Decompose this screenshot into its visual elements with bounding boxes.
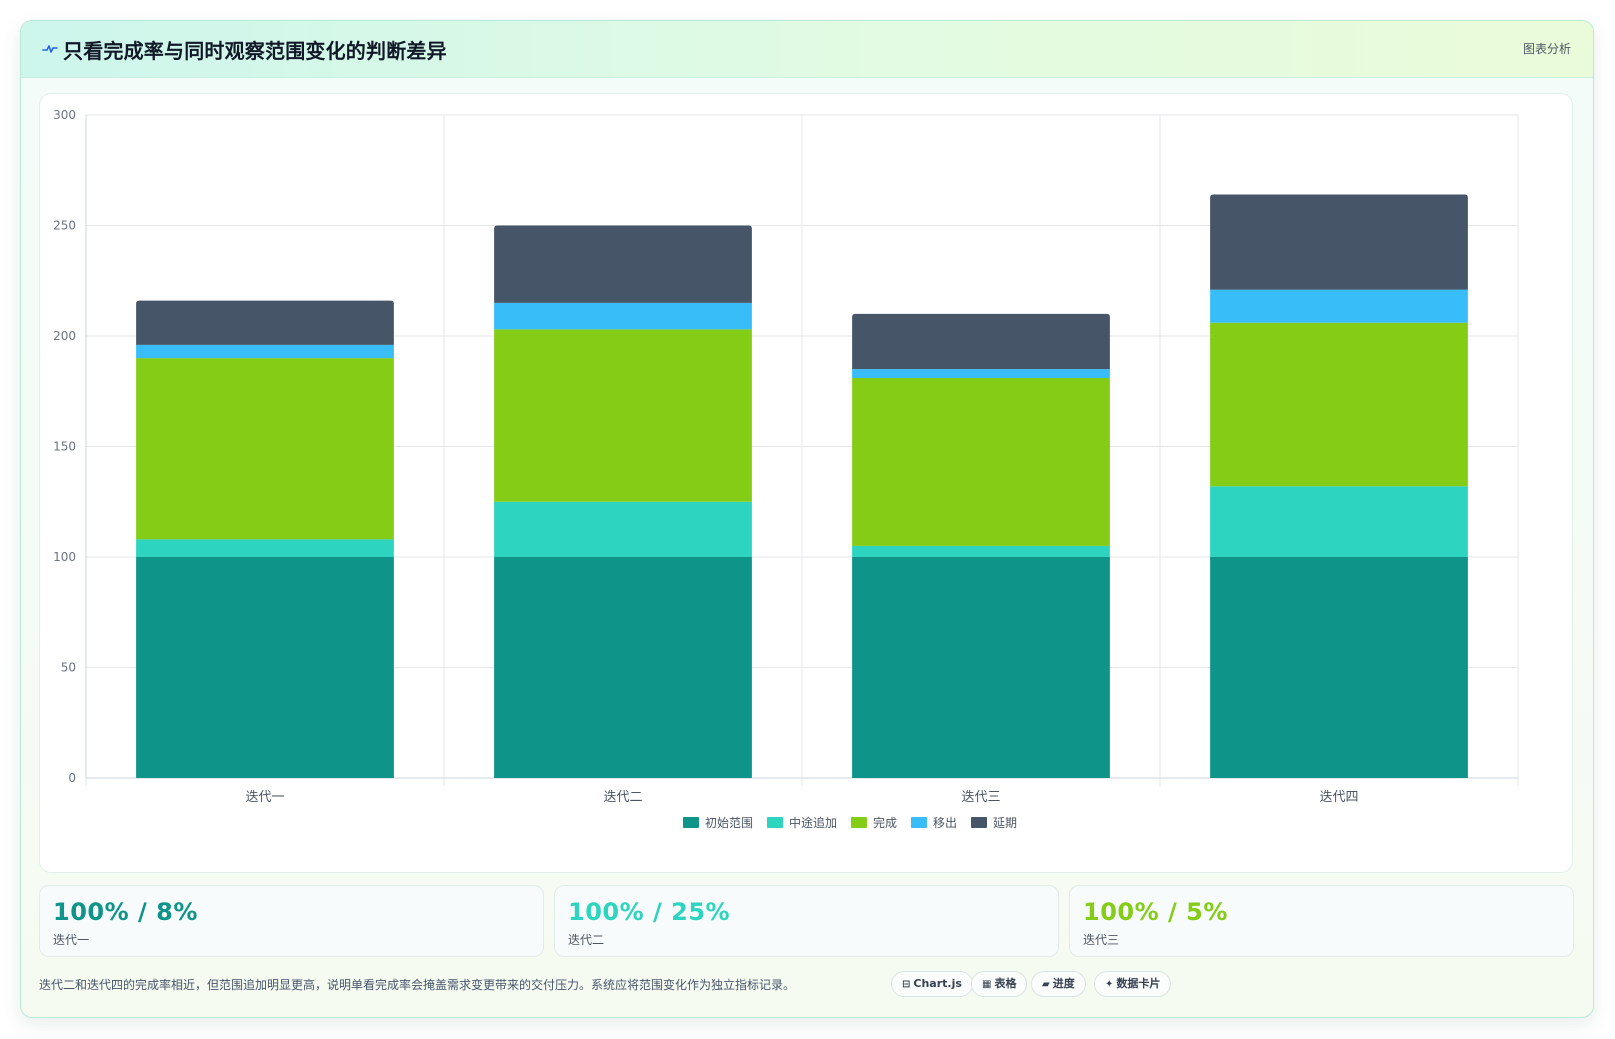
y-tick-label: 150 bbox=[53, 440, 76, 454]
legend-label: 完成 bbox=[873, 815, 897, 830]
legend-swatch bbox=[767, 817, 783, 828]
stat-label: 迭代三 bbox=[1083, 933, 1120, 947]
chip-label: 数据卡片 bbox=[1116, 977, 1161, 990]
panel-header: 只看完成率与同时观察范围变化的判断差异 图表分析 bbox=[21, 21, 1593, 78]
chart-icon: ⊟ bbox=[902, 979, 911, 990]
bar-segment bbox=[494, 302, 752, 330]
sparkle-icon: ✦ bbox=[1105, 979, 1114, 990]
y-tick-label: 300 bbox=[53, 108, 76, 122]
bar-segment bbox=[852, 557, 1110, 778]
bar-segment bbox=[1210, 289, 1468, 323]
legend-label: 中途追加 bbox=[789, 815, 837, 830]
panel-title: 只看完成率与同时观察范围变化的判断差异 bbox=[63, 39, 447, 63]
bar-segment bbox=[136, 344, 394, 359]
y-tick-label: 0 bbox=[68, 771, 76, 785]
panel-tag: 图表分析 bbox=[1522, 42, 1571, 56]
bar-segment bbox=[494, 501, 752, 557]
legend-label: 初始范围 bbox=[705, 816, 753, 830]
y-tick-label: 50 bbox=[61, 661, 76, 675]
stat-label: 迭代一 bbox=[53, 933, 90, 947]
bar-segment bbox=[136, 358, 394, 540]
stat-card-1: 100% / 8% 迭代一 bbox=[39, 885, 544, 957]
stat-value: 100% / 8% bbox=[53, 898, 198, 926]
x-tick-label: 迭代三 bbox=[961, 790, 1000, 805]
bar-segment bbox=[136, 539, 394, 557]
stat-value: 100% / 25% bbox=[568, 898, 731, 926]
pulse-icon bbox=[42, 45, 58, 53]
analysis-note: 迭代二和迭代四的完成率相近，但范围追加明显更高，说明单看完成率会掩盖需求变更带来… bbox=[39, 978, 796, 992]
bar-segment bbox=[1210, 322, 1468, 487]
bar-segment bbox=[494, 329, 752, 502]
chart-card: 0 50 100 150 200 250 300 迭代一 迭代二 迭代三 迭代四初始范围 中途追加 完成… bbox=[39, 93, 1573, 873]
x-tick-label: 迭代四 bbox=[1319, 790, 1358, 805]
stat-card-3: 100% / 5% 迭代三 bbox=[1069, 885, 1574, 957]
y-tick-label: 100 bbox=[53, 550, 76, 564]
legend-swatch bbox=[683, 817, 699, 828]
progress-icon: ▰ bbox=[1042, 979, 1050, 990]
legend-label: 移出 bbox=[933, 816, 957, 830]
chip-chartjs[interactable]: ⊟ Chart.js bbox=[891, 971, 973, 997]
bar-segment bbox=[1210, 486, 1468, 557]
x-tick-label: 迭代二 bbox=[603, 790, 642, 805]
chip-data-card[interactable]: ✦ 数据卡片 bbox=[1094, 971, 1172, 997]
y-tick-label: 200 bbox=[53, 329, 76, 343]
chip-progress[interactable]: ▰ 进度 bbox=[1031, 971, 1086, 997]
y-tick-label: 250 bbox=[53, 219, 76, 233]
legend-swatch bbox=[911, 817, 927, 828]
x-tick-label: 迭代一 bbox=[245, 790, 284, 805]
bar-segment bbox=[852, 545, 1110, 557]
stat-card-2: 100% / 25% 迭代二 bbox=[554, 885, 1059, 957]
legend-label: 延期 bbox=[993, 816, 1017, 830]
legend-swatch bbox=[851, 817, 867, 828]
bar-segment bbox=[136, 557, 394, 778]
bar-segment bbox=[852, 313, 1110, 370]
stat-label: 迭代二 bbox=[568, 933, 605, 947]
stat-value: 100% / 5% bbox=[1083, 898, 1228, 926]
bar-segment bbox=[852, 369, 1110, 378]
bar-segment bbox=[494, 557, 752, 778]
bar-segment bbox=[136, 300, 394, 345]
bar-segment bbox=[494, 225, 752, 303]
table-icon: ▦ bbox=[982, 979, 992, 990]
chip-table[interactable]: ▦ 表格 bbox=[971, 971, 1028, 997]
chip-label: 进度 bbox=[1052, 977, 1075, 990]
chip-label: 表格 bbox=[994, 977, 1017, 990]
legend-swatch bbox=[971, 817, 987, 828]
bar-segment bbox=[852, 377, 1110, 546]
chip-label: Chart.js bbox=[913, 977, 962, 990]
bar-segment bbox=[1210, 557, 1468, 778]
bar-segment bbox=[1210, 194, 1468, 290]
chart-panel: 只看完成率与同时观察范围变化的判断差异 图表分析 0 50 100 150 200 250… bbox=[20, 20, 1594, 1018]
